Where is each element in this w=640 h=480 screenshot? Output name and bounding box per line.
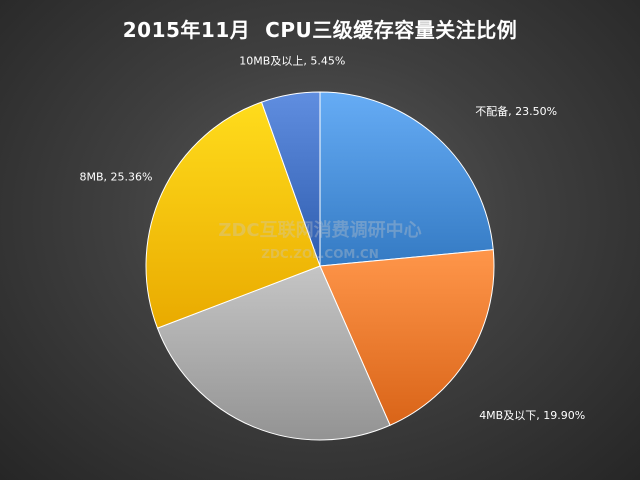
pie-slice-4 <box>260 91 321 267</box>
pie-slice-0 <box>319 91 494 267</box>
slice-label-4: 10MB及以上, 5.45% <box>239 55 345 68</box>
pie-slices <box>145 91 495 441</box>
slice-labels: 不配备, 23.50%4MB及以下, 19.90%6MB, 25.78%8MB,… <box>80 55 586 423</box>
watermark-url: ZDC.ZOL.COM.CN <box>261 247 379 261</box>
slice-label-0: 不配备, 23.50% <box>475 104 557 118</box>
pie-slice-2 <box>156 265 391 441</box>
pie-slice-1 <box>319 249 495 426</box>
chart-title: 2015年11月 CPU三级缓存容量关注比例 <box>122 18 518 42</box>
slice-label-3: 8MB, 25.36% <box>80 171 153 184</box>
watermark: ZDC互联网消费调研中心 ZDC.ZOL.COM.CN <box>218 219 421 261</box>
pie-slice-3 <box>145 101 321 329</box>
slice-label-1: 4MB及以下, 19.90% <box>479 409 585 422</box>
watermark-title: ZDC互联网消费调研中心 <box>218 219 421 241</box>
